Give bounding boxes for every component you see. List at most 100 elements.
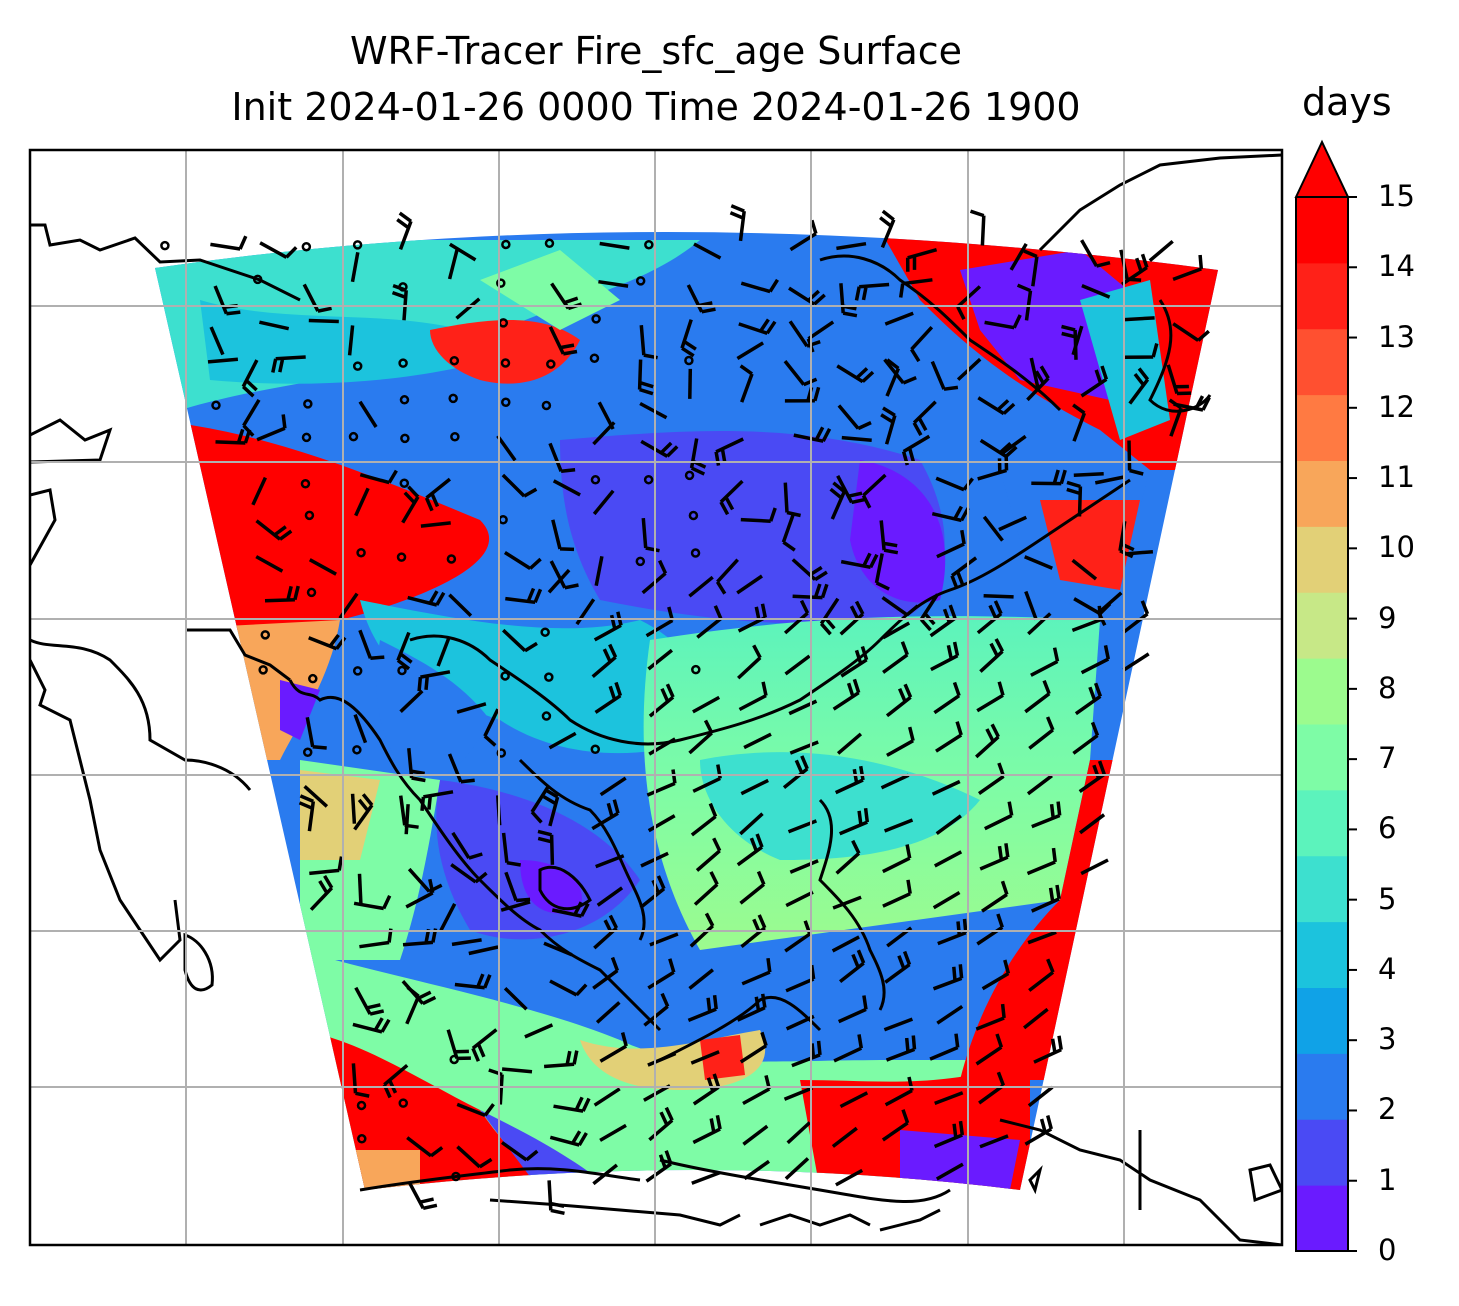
colorbar-segment bbox=[1296, 1119, 1348, 1186]
wind-barb bbox=[1122, 600, 1150, 634]
wind-barb bbox=[496, 434, 517, 462]
wind-barb bbox=[305, 716, 327, 750]
wind-barb bbox=[450, 863, 488, 884]
wind-barb bbox=[840, 645, 869, 678]
wind-barb bbox=[1024, 679, 1051, 714]
wind-barb bbox=[505, 587, 543, 605]
wind-barb bbox=[468, 945, 499, 956]
colorbar-label: days bbox=[1302, 80, 1392, 124]
wind-barb bbox=[692, 695, 721, 714]
wind-barb bbox=[424, 477, 451, 512]
wind-barb bbox=[405, 986, 421, 1025]
calm-wind-marker bbox=[635, 276, 646, 286]
wind-barb bbox=[259, 241, 298, 259]
gridlines bbox=[30, 150, 1282, 1245]
wind-barb bbox=[537, 829, 555, 865]
calm-wind-marker bbox=[396, 552, 407, 562]
wind-barb bbox=[1026, 365, 1050, 402]
wind-barb bbox=[271, 355, 306, 373]
wind-barb bbox=[836, 474, 866, 505]
wind-barb bbox=[976, 600, 1003, 635]
calm-wind-marker bbox=[591, 314, 601, 324]
wind-barb bbox=[1027, 612, 1052, 636]
colorbar-segment bbox=[1296, 526, 1348, 593]
calm-wind-marker bbox=[691, 664, 701, 675]
wind-barb bbox=[736, 833, 764, 867]
wind-barb bbox=[358, 629, 385, 661]
wind-barb bbox=[210, 235, 248, 251]
wind-barb bbox=[834, 765, 865, 795]
wind-barb bbox=[879, 209, 896, 249]
wind-barb bbox=[1009, 243, 1028, 271]
calm-wind-marker bbox=[303, 399, 313, 409]
wind-barb bbox=[688, 368, 693, 399]
wind-barb bbox=[1081, 283, 1111, 299]
wind-barb bbox=[729, 204, 746, 242]
wind-barb bbox=[782, 755, 809, 789]
wind-barb bbox=[1172, 322, 1210, 342]
calm-wind-marker bbox=[399, 478, 410, 488]
calm-wind-marker bbox=[308, 673, 318, 684]
wind-barb bbox=[592, 956, 620, 990]
calm-wind-marker bbox=[546, 359, 556, 369]
wind-barb bbox=[353, 713, 368, 744]
colorbar-segment bbox=[1296, 855, 1348, 923]
calm-wind-marker bbox=[643, 474, 654, 485]
wind-barb bbox=[740, 278, 779, 294]
wind-barb bbox=[352, 1017, 391, 1034]
wind-barb bbox=[548, 442, 576, 474]
wind-barb bbox=[553, 1096, 591, 1113]
wind-barb bbox=[736, 574, 763, 595]
wind-barb bbox=[740, 507, 777, 523]
calm-wind-marker bbox=[352, 745, 362, 755]
wind-barb bbox=[910, 326, 934, 363]
colorbar-segment bbox=[1296, 460, 1348, 527]
colorbar bbox=[1294, 139, 1357, 1252]
wind-barb bbox=[1122, 549, 1154, 556]
calm-wind-marker bbox=[540, 627, 550, 637]
wind-barb bbox=[1078, 760, 1106, 794]
colorbar-segment bbox=[1296, 197, 1348, 264]
wind-barb bbox=[883, 358, 917, 385]
wind-barb bbox=[643, 992, 670, 1027]
wind-barb bbox=[407, 748, 426, 783]
wind-barb bbox=[1094, 475, 1126, 485]
wind-barb bbox=[404, 804, 410, 835]
wind-barb bbox=[648, 737, 676, 756]
wind-barb bbox=[407, 590, 446, 607]
calm-wind-marker bbox=[306, 587, 317, 598]
wind-barb bbox=[524, 1023, 554, 1039]
wind-barb bbox=[831, 935, 860, 953]
calm-wind-marker bbox=[500, 358, 511, 368]
wind-barb bbox=[502, 628, 538, 653]
wind-barb bbox=[503, 551, 542, 570]
wind-barb bbox=[881, 596, 919, 617]
wind-barb bbox=[309, 856, 344, 876]
colorbar-segment bbox=[1296, 1185, 1348, 1252]
wind-barb bbox=[551, 519, 575, 552]
wind-barb bbox=[454, 973, 492, 990]
calm-wind-marker bbox=[496, 748, 507, 758]
wind-barb bbox=[692, 1073, 721, 1106]
wind-barb bbox=[1026, 847, 1057, 876]
wind-barb bbox=[881, 1109, 910, 1142]
wind-barb bbox=[784, 1157, 810, 1180]
colorbar-segment bbox=[1296, 724, 1348, 791]
calm-wind-marker bbox=[501, 397, 511, 407]
wind-barb bbox=[1128, 367, 1150, 405]
wind-barb bbox=[690, 802, 718, 837]
wind-barb bbox=[259, 320, 290, 331]
wind-barb bbox=[447, 249, 459, 280]
wind-barb bbox=[353, 895, 392, 911]
wind-barb bbox=[696, 605, 723, 639]
wind-barb bbox=[930, 360, 959, 391]
wind-barb bbox=[439, 902, 457, 932]
wind-barb bbox=[501, 473, 538, 498]
wind-barb bbox=[835, 839, 861, 875]
plot-title-line1: WRF-Tracer Fire_sfc_age Surface bbox=[349, 29, 963, 73]
colorbar-segment bbox=[1296, 987, 1348, 1054]
wind-barb bbox=[690, 1050, 720, 1065]
calm-wind-marker bbox=[541, 400, 552, 411]
wind-barb bbox=[594, 681, 623, 714]
wind-barb bbox=[471, 1028, 498, 1062]
